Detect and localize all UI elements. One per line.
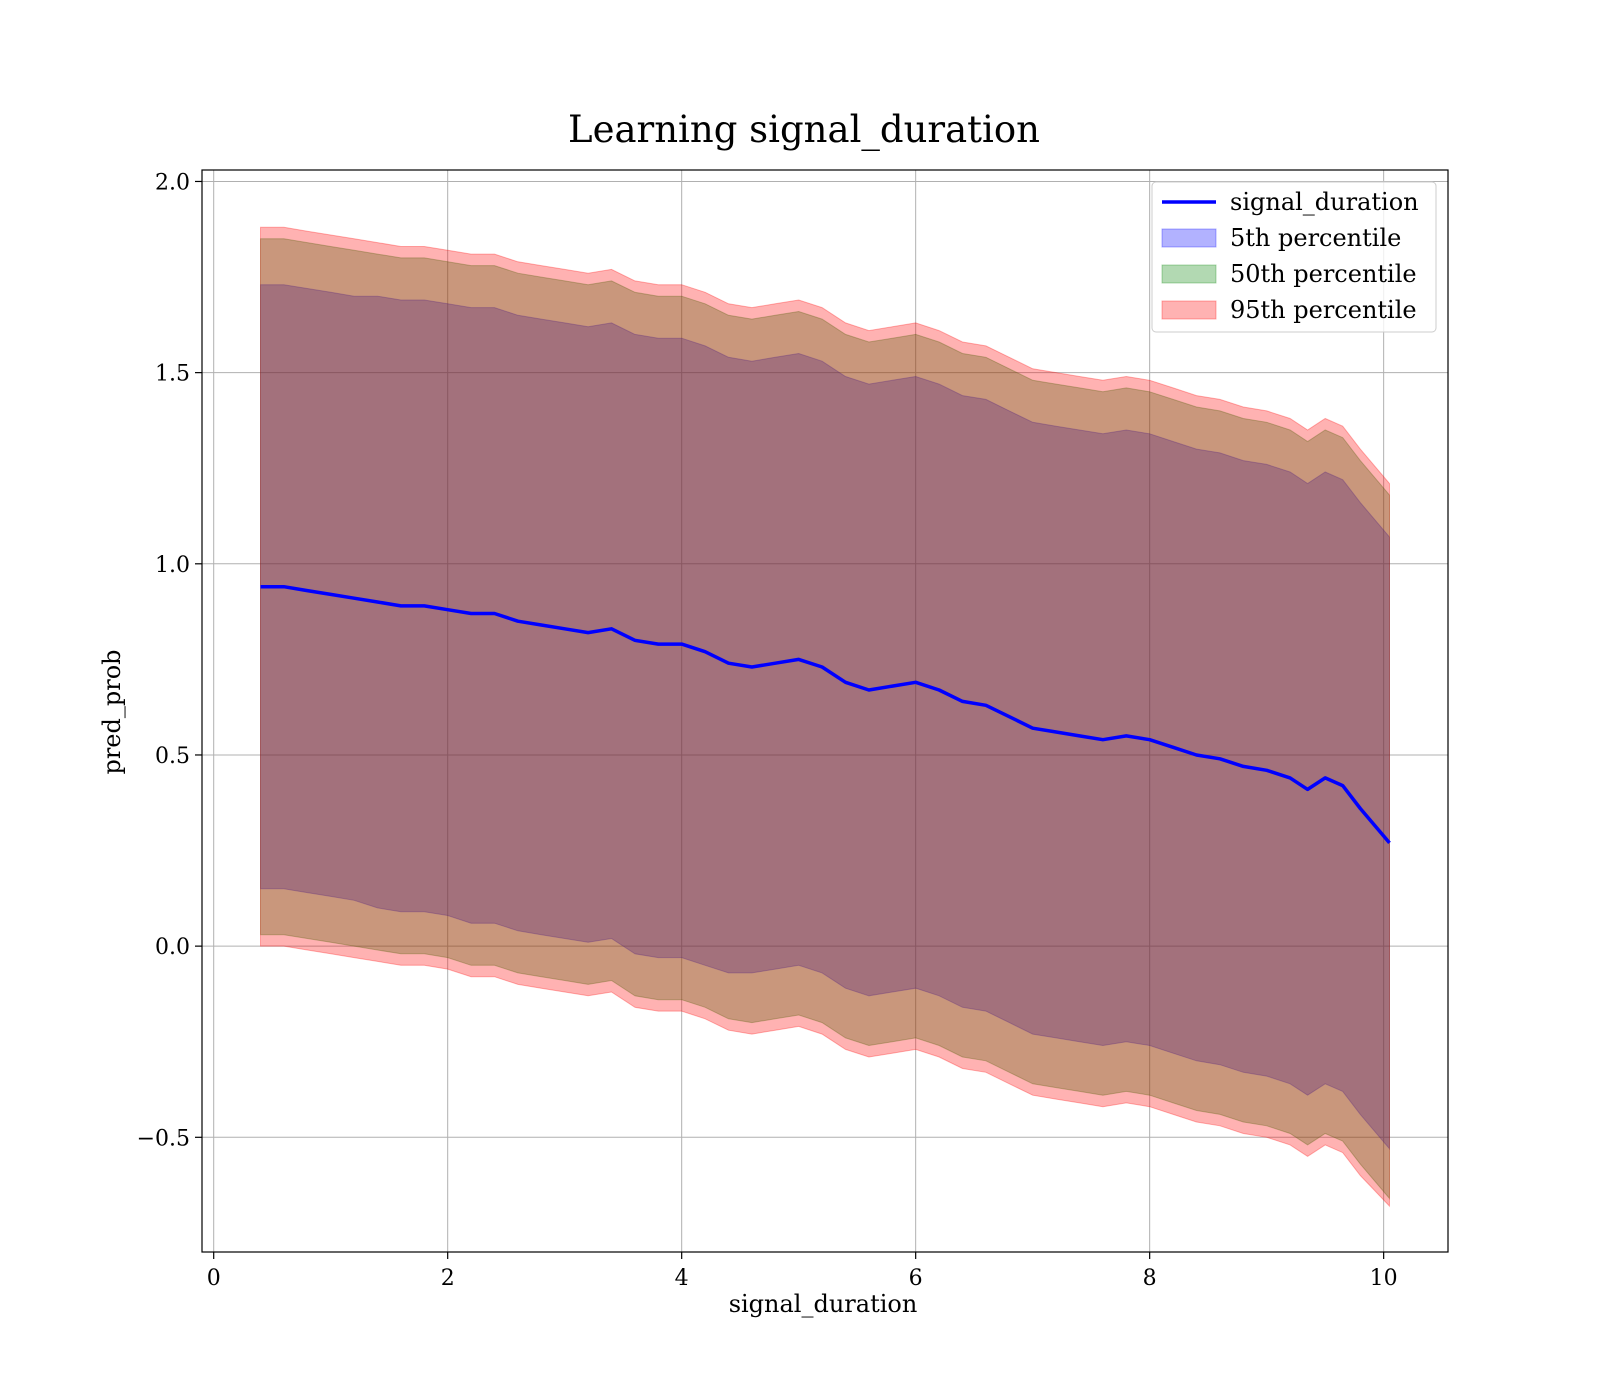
grid-lines [202,170,1448,1252]
x-axis-ticks: 0 2 4 6 8 10 [207,1252,1398,1291]
y-tick-label: 0.0 [155,935,190,960]
x-tick-label: 4 [675,1266,689,1291]
x-tick-label: 8 [1143,1266,1157,1291]
legend: signal_duration 5th percentile 50th percen… [1151,181,1437,333]
x-tick-label: 2 [441,1266,455,1291]
legend-box [1151,181,1437,333]
legend-swatch [1161,300,1217,320]
x-axis-label: signal_duration [729,1290,918,1318]
band-95th-percentile [260,226,1390,1208]
x-tick-label: 0 [207,1266,221,1291]
y-tick-label: 1.0 [155,553,190,578]
y-axis-ticks: −0.5 0.0 0.5 1.0 1.5 2.0 [137,170,202,1151]
y-axis-label: pred_prob [98,649,126,774]
plot-area [201,169,1449,1253]
series-lines [260,584,1391,845]
chart-title: Learning signal_duration [568,108,1040,152]
y-tick-label: −0.5 [137,1126,190,1151]
x-tick-label: 6 [909,1266,923,1291]
line-signal-duration [260,584,1391,845]
legend-entry: 95th percentile [1230,296,1417,324]
legend-entry: signal_duration [1230,188,1419,216]
legend-swatch [1161,228,1217,248]
axes-frame [201,169,1449,1253]
legend-entry: 5th percentile [1230,224,1401,252]
band-50th-percentile [260,238,1390,1200]
percentile-bands [260,226,1390,1208]
y-tick-label: 1.5 [155,362,190,387]
band-5th-percentile [260,284,1390,1151]
y-tick-label: 2.0 [155,170,190,195]
y-tick-label: 0.5 [155,744,190,769]
x-tick-label: 10 [1370,1266,1398,1291]
legend-entry: 50th percentile [1230,260,1417,288]
legend-swatch [1161,264,1217,284]
